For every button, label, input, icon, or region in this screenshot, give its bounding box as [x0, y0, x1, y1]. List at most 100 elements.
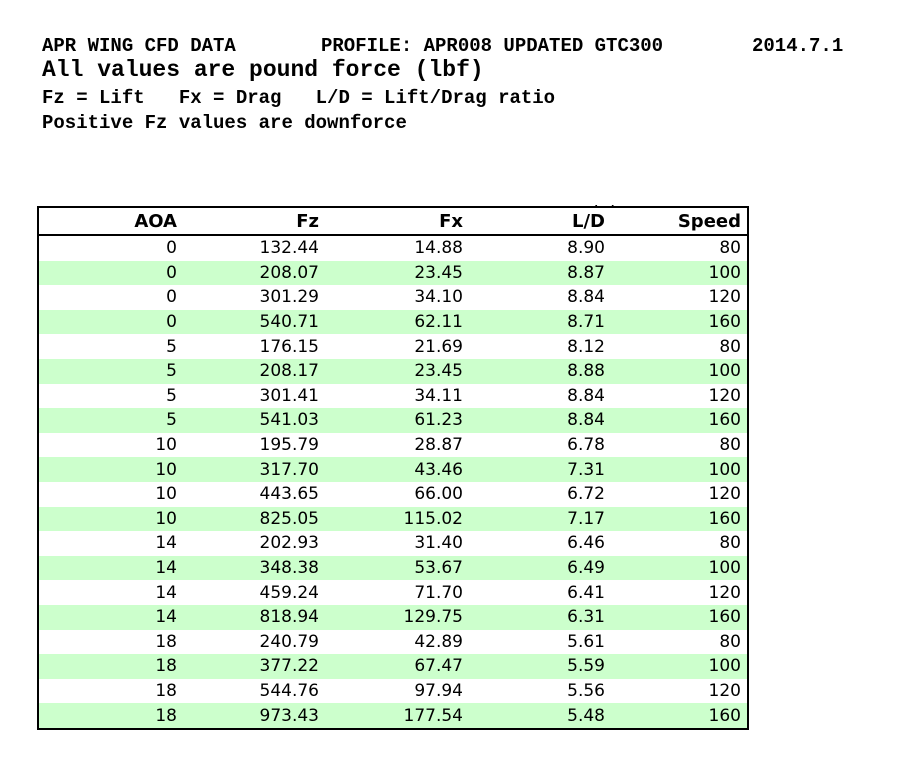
- cell-fz: 317.70: [183, 457, 325, 482]
- cell-fx: 97.94: [325, 678, 469, 704]
- cell-fz: 973.43: [183, 703, 325, 729]
- cell-fz: 132.44: [183, 235, 325, 261]
- cell-fx: 62.11: [325, 309, 469, 335]
- header-line-1: APR WING CFD DATA PROFILE: APR008 UPDATE…: [0, 37, 910, 57]
- cell-speed: 100: [611, 358, 748, 384]
- cell-aoa: 18: [38, 629, 183, 655]
- cell-ld: 8.84: [469, 408, 611, 433]
- cell-aoa: 10: [38, 506, 183, 532]
- cell-fz: 540.71: [183, 309, 325, 335]
- doc-title: APR WING CFD DATA: [42, 35, 236, 57]
- table-row: 14 818.94 129.75 6.31 160: [38, 604, 748, 630]
- cell-ld: 6.46: [469, 531, 611, 556]
- cell-fz: 377.22: [183, 654, 325, 679]
- cell-fz: 208.17: [183, 358, 325, 384]
- cell-speed: 100: [611, 260, 748, 286]
- cell-ld: 7.17: [469, 506, 611, 532]
- cell-fz: 208.07: [183, 260, 325, 286]
- table-row: 0 540.71 62.11 8.71 160: [38, 309, 748, 335]
- cell-fx: 14.88: [325, 235, 469, 261]
- table-header-row: AOA Fz Fx L/D Speed: [38, 207, 748, 236]
- cell-fz: 240.79: [183, 629, 325, 655]
- col-header-fx: Fx: [325, 207, 469, 236]
- cell-fx: 43.46: [325, 457, 469, 482]
- cell-aoa: 0: [38, 309, 183, 335]
- cell-ld: 6.78: [469, 432, 611, 458]
- col-header-aoa: AOA: [38, 207, 183, 236]
- col-header-fz: Fz: [183, 207, 325, 236]
- cell-aoa: 18: [38, 703, 183, 729]
- cell-fx: 34.11: [325, 383, 469, 409]
- table-row: 5 176.15 21.69 8.12 80: [38, 334, 748, 359]
- cell-aoa: 14: [38, 604, 183, 630]
- table-row: 18 544.76 97.94 5.56 120: [38, 678, 748, 704]
- cell-ld: 8.84: [469, 285, 611, 310]
- cell-ld: 6.41: [469, 580, 611, 605]
- cell-ld: 8.90: [469, 235, 611, 261]
- table-row: 5 208.17 23.45 8.88 100: [38, 358, 748, 384]
- cell-ld: 8.84: [469, 383, 611, 409]
- cell-aoa: 10: [38, 481, 183, 507]
- cell-fz: 818.94: [183, 604, 325, 630]
- table-row: 18 377.22 67.47 5.59 100: [38, 654, 748, 679]
- col-header-speed: Speed: [611, 207, 748, 236]
- cell-aoa: 5: [38, 358, 183, 384]
- cell-ld: 8.87: [469, 260, 611, 286]
- table-body: 0 132.44 14.88 8.90 80 0 208.07 23.45 8.87 100 0 30…: [38, 235, 748, 729]
- cell-fz: 176.15: [183, 334, 325, 359]
- cell-fz: 202.93: [183, 531, 325, 556]
- cell-speed: 160: [611, 604, 748, 630]
- units-note: All values are pound force (lbf): [42, 57, 484, 83]
- cell-ld: 5.56: [469, 678, 611, 704]
- cell-speed: 120: [611, 580, 748, 605]
- cell-speed: 80: [611, 235, 748, 261]
- cell-speed: 160: [611, 506, 748, 532]
- cell-aoa: 0: [38, 285, 183, 310]
- cell-fx: 53.67: [325, 555, 469, 581]
- table-row: 18 973.43 177.54 5.48 160: [38, 703, 748, 729]
- table-row: 14 202.93 31.40 6.46 80: [38, 531, 748, 556]
- table-row: 0 208.07 23.45 8.87 100: [38, 260, 748, 286]
- cell-fz: 301.29: [183, 285, 325, 310]
- cell-fz: 825.05: [183, 506, 325, 532]
- cell-aoa: 14: [38, 531, 183, 556]
- cell-fx: 71.70: [325, 580, 469, 605]
- table-row: 10 825.05 115.02 7.17 160: [38, 506, 748, 532]
- cell-fx: 67.47: [325, 654, 469, 679]
- cell-ld: 6.31: [469, 604, 611, 630]
- cell-ld: 5.61: [469, 629, 611, 655]
- cell-fz: 541.03: [183, 408, 325, 433]
- cell-speed: 80: [611, 531, 748, 556]
- cell-speed: 120: [611, 678, 748, 704]
- col-header-ld: L/D: [469, 207, 611, 236]
- cell-fz: 443.65: [183, 481, 325, 507]
- cell-ld: 8.88: [469, 358, 611, 384]
- cell-speed: 100: [611, 457, 748, 482]
- table-row: 10 317.70 43.46 7.31 100: [38, 457, 748, 482]
- cell-speed: 100: [611, 654, 748, 679]
- cell-fx: 28.87: [325, 432, 469, 458]
- cell-speed: 80: [611, 334, 748, 359]
- table-row: 5 301.41 34.11 8.84 120: [38, 383, 748, 409]
- cell-aoa: 5: [38, 408, 183, 433]
- table-row: 10 443.65 66.00 6.72 120: [38, 481, 748, 507]
- cell-speed: 100: [611, 555, 748, 581]
- cell-fx: 42.89: [325, 629, 469, 655]
- table-row: 5 541.03 61.23 8.84 160: [38, 408, 748, 433]
- cell-aoa: 5: [38, 383, 183, 409]
- cell-aoa: 18: [38, 678, 183, 704]
- table-row: 0 132.44 14.88 8.90 80: [38, 235, 748, 261]
- cell-ld: 5.59: [469, 654, 611, 679]
- cell-aoa: 14: [38, 580, 183, 605]
- cell-fx: 115.02: [325, 506, 469, 532]
- cell-aoa: 0: [38, 260, 183, 286]
- cell-speed: 120: [611, 383, 748, 409]
- cell-speed: 120: [611, 481, 748, 507]
- cell-fx: 34.10: [325, 285, 469, 310]
- cfd-data-table: AOA Fz Fx L/D Speed 0 132.44 14.88 8.90 80 0 2…: [37, 206, 749, 730]
- cell-fx: 31.40: [325, 531, 469, 556]
- table-row: 10 195.79 28.87 6.78 80: [38, 432, 748, 458]
- cell-fx: 23.45: [325, 358, 469, 384]
- cell-speed: 120: [611, 285, 748, 310]
- cell-ld: 6.49: [469, 555, 611, 581]
